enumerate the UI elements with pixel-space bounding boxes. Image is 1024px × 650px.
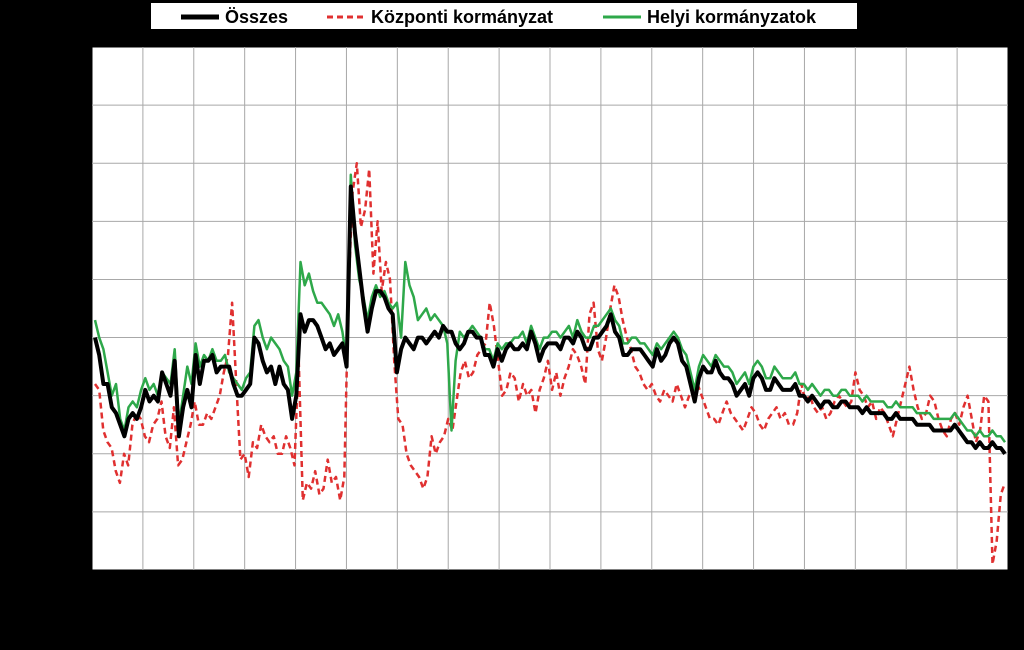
legend-item-helyi: Helyi kormányzatok <box>603 3 816 31</box>
legend-item-kozponti: Központi kormányzat <box>327 3 553 31</box>
legend-item-osszes: Összes <box>181 3 288 31</box>
legend: Összes Központi kormányzat Helyi kormány… <box>150 2 858 30</box>
gridlines <box>92 47 1008 570</box>
series-line-2 <box>93 173 1007 443</box>
legend-swatch-osszes <box>181 14 219 20</box>
legend-swatch-kozponti <box>327 15 365 19</box>
legend-label-osszes: Összes <box>225 6 289 27</box>
legend-label-kozponti: Központi kormányzat <box>371 6 554 27</box>
legend-label-helyi: Helyi kormányzatok <box>647 6 817 27</box>
legend-swatch-helyi <box>603 15 641 19</box>
series-line-0 <box>93 184 1007 455</box>
series-layer <box>93 161 1007 566</box>
